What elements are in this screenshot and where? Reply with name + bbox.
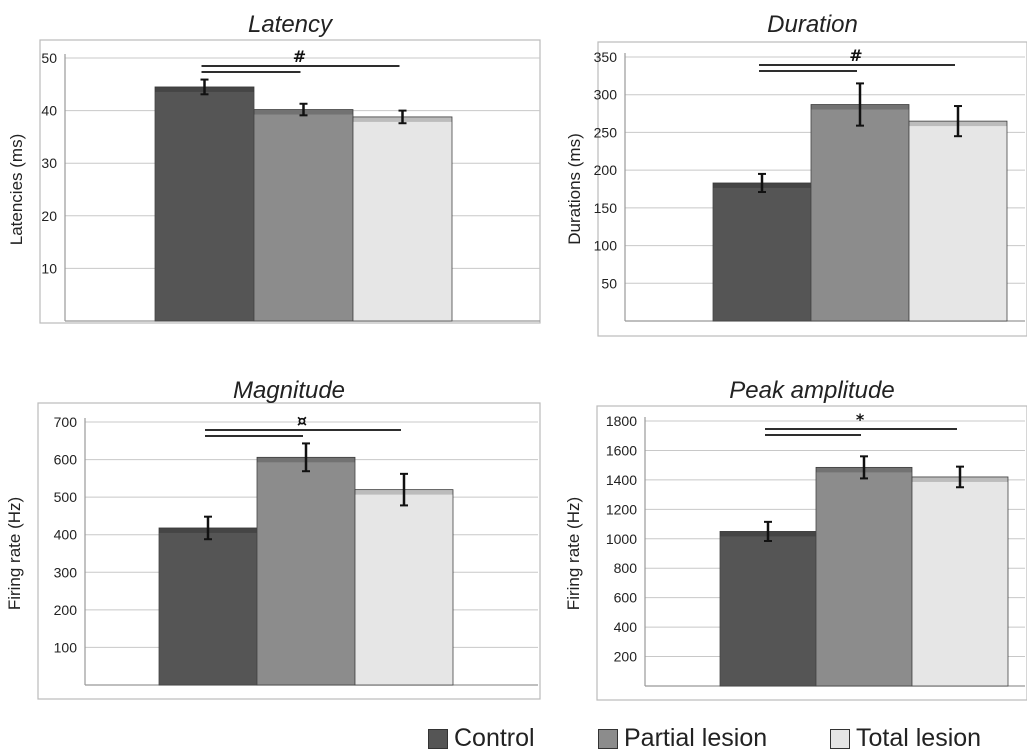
y-tick-label: 800 bbox=[614, 560, 638, 576]
legend-label-total-lesion: Total lesion bbox=[856, 724, 982, 752]
y-tick-label: 1200 bbox=[606, 501, 637, 517]
legend-label-partial-lesion: Partial lesion bbox=[624, 724, 768, 752]
y-axis-label: Firing rate (Hz) bbox=[5, 497, 24, 610]
legend-item-partial-lesion: Partial lesion bbox=[598, 724, 767, 753]
y-tick-label: 1400 bbox=[606, 472, 637, 488]
y-tick-label: 1800 bbox=[606, 413, 637, 429]
y-tick-label: 200 bbox=[54, 602, 78, 618]
bar-total-lesion bbox=[911, 476, 1009, 687]
y-tick-label: 250 bbox=[594, 124, 618, 140]
significance-marker: # bbox=[849, 46, 862, 65]
panel-latency: 10 20 30 40 50 Latency Latencies (ms) # bbox=[7, 11, 541, 324]
panel-magnitude: 100 200 300 400 500 600 700 Magnitude Firing rat… bbox=[5, 377, 541, 700]
significance-marker: * bbox=[856, 410, 865, 429]
y-tick-label: 200 bbox=[594, 162, 618, 178]
significance-marker: # bbox=[293, 47, 306, 66]
y-tick-label: 600 bbox=[54, 452, 78, 468]
legend-item-total-lesion: Total lesion bbox=[830, 724, 981, 753]
legend-item-control: Control bbox=[428, 724, 535, 753]
bar-partial-lesion bbox=[810, 104, 910, 322]
legend-label-control: Control bbox=[454, 724, 535, 752]
y-tick-label: 350 bbox=[594, 49, 618, 65]
bar-partial-lesion bbox=[815, 466, 913, 687]
y-tick-label: 50 bbox=[41, 50, 57, 66]
legend-swatch-partial-lesion bbox=[598, 728, 618, 749]
y-tick-label: 150 bbox=[594, 200, 618, 216]
bar-partial-lesion bbox=[253, 109, 354, 322]
y-tick-label: 40 bbox=[41, 103, 57, 119]
y-tick-label: 50 bbox=[601, 275, 617, 291]
chart-title: Peak amplitude bbox=[729, 377, 894, 404]
y-tick-label: 1000 bbox=[606, 531, 637, 547]
y-tick-label: 100 bbox=[594, 238, 618, 254]
chart-title: Latency bbox=[248, 11, 334, 38]
y-tick-label: 10 bbox=[41, 260, 57, 276]
chart-title: Magnitude bbox=[233, 377, 345, 404]
y-tick-label: 300 bbox=[594, 87, 618, 103]
y-tick-label: 300 bbox=[54, 564, 78, 580]
panel-duration: 50 100 150 200 250 300 350 Duration Durations (m… bbox=[565, 11, 1027, 337]
legend: Control Partial lesion Total lesion bbox=[428, 724, 1027, 754]
bar-control bbox=[158, 527, 258, 686]
bar-control bbox=[154, 86, 255, 322]
bar-partial-lesion bbox=[256, 456, 356, 686]
y-tick-label: 20 bbox=[41, 208, 57, 224]
y-tick-label: 400 bbox=[614, 619, 638, 635]
y-axis-label: Latencies (ms) bbox=[7, 134, 26, 245]
y-axis-label: Firing rate (Hz) bbox=[564, 497, 583, 610]
y-tick-label: 200 bbox=[614, 649, 638, 665]
y-tick-label: 700 bbox=[54, 414, 78, 430]
bar-total-lesion bbox=[908, 120, 1008, 322]
panel-peak-amplitude: 200 400 600 800 1000 1200 1400 1600 1800 Peak amp… bbox=[564, 377, 1027, 701]
chart-title: Duration bbox=[767, 11, 858, 38]
y-tick-label: 100 bbox=[54, 639, 78, 655]
y-tick-label: 500 bbox=[54, 489, 78, 505]
y-tick-label: 400 bbox=[54, 527, 78, 543]
y-tick-label: 600 bbox=[614, 590, 638, 606]
legend-swatch-control bbox=[428, 728, 448, 749]
bar-control bbox=[719, 531, 817, 687]
bar-total-lesion bbox=[352, 116, 453, 322]
y-axis-label: Durations (ms) bbox=[565, 133, 584, 244]
significance-marker: ¤ bbox=[297, 411, 307, 430]
legend-swatch-total-lesion bbox=[830, 728, 850, 749]
y-tick-label: 30 bbox=[41, 155, 57, 171]
bar-total-lesion bbox=[354, 489, 454, 686]
y-tick-label: 1600 bbox=[606, 442, 637, 458]
bar-control bbox=[712, 182, 812, 322]
